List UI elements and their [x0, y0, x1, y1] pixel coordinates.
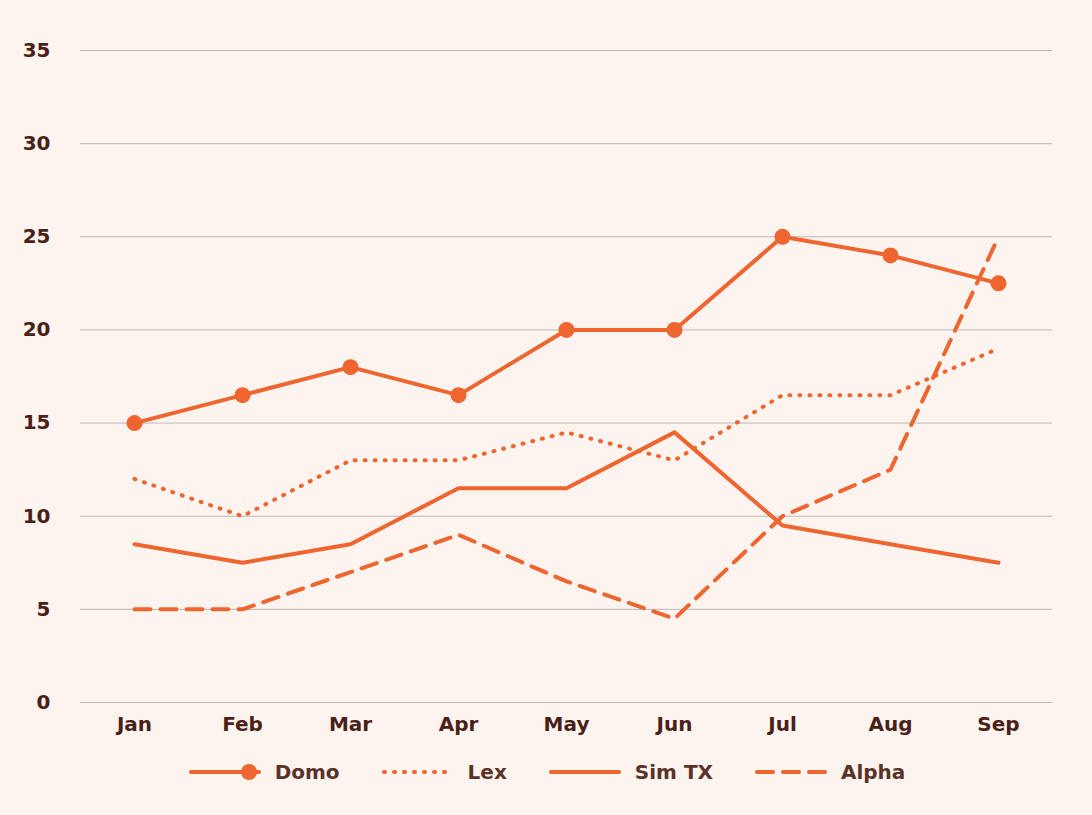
svg-text:15: 15 [23, 410, 51, 434]
svg-text:30: 30 [23, 131, 51, 155]
svg-text:10: 10 [23, 504, 51, 528]
svg-text:5: 5 [37, 597, 51, 621]
svg-text:Apr: Apr [439, 712, 479, 736]
svg-text:20: 20 [23, 317, 51, 341]
svg-text:35: 35 [23, 38, 51, 62]
svg-text:Jan: Jan [115, 712, 152, 736]
svg-text:Jul: Jul [766, 712, 797, 736]
html-text:Sim TX: Sim TX [634, 760, 713, 784]
svg-text:Aug: Aug [868, 712, 912, 736]
svg-text:25: 25 [23, 224, 51, 248]
html-text:Domo: Domo [274, 760, 340, 784]
svg-text:Sep: Sep [977, 712, 1019, 736]
svg-text:Jun: Jun [655, 712, 693, 736]
html-text:Lex: Lex [467, 760, 507, 784]
svg-text:Mar: Mar [329, 712, 372, 736]
svg-text:Feb: Feb [222, 712, 263, 736]
svg-text:May: May [544, 712, 590, 736]
html-text:Alpha: Alpha [840, 760, 906, 784]
svg-text:0: 0 [37, 690, 51, 714]
